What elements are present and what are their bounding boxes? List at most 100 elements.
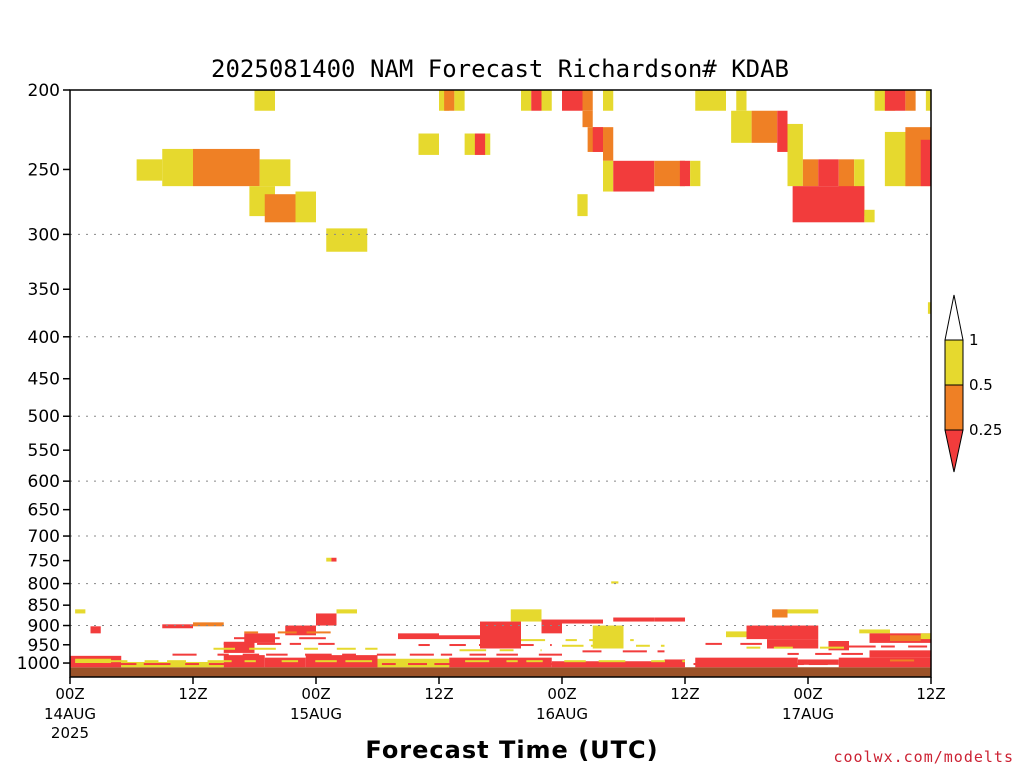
x-tick-date-2: 15AUG <box>290 705 342 723</box>
cell-35 <box>777 110 788 152</box>
cell-11 <box>444 90 455 111</box>
streak-14-0 <box>787 652 799 655</box>
cell-57 <box>121 661 224 668</box>
data-cells <box>70 90 931 677</box>
cell-84 <box>613 617 655 622</box>
cell-68 <box>223 641 255 653</box>
streak-15-1 <box>880 645 895 648</box>
streak-0-7 <box>269 663 281 666</box>
cell-32 <box>736 90 747 111</box>
x-tick-date-4: 16AUG <box>536 705 588 723</box>
cell-53 <box>331 557 337 562</box>
x-tick-label-3: 12Z <box>424 685 453 703</box>
y-tick-label-600: 600 <box>28 472 60 492</box>
streak-0-6 <box>232 663 257 666</box>
streak-3-4 <box>365 647 378 650</box>
x-axis-label: Forecast Time (UTC) <box>365 736 658 764</box>
cell-1 <box>136 159 163 181</box>
streak-3-0 <box>213 647 236 650</box>
streak-10-2 <box>636 644 650 647</box>
streak-9-0 <box>521 639 546 642</box>
streak-15-2 <box>908 645 928 648</box>
streak-12-1 <box>740 642 762 645</box>
cell-94 <box>920 633 931 640</box>
streak-0-10 <box>350 663 377 666</box>
streak-0-0 <box>70 663 82 666</box>
streak-1-16 <box>682 660 685 663</box>
streak-10-3 <box>660 644 665 647</box>
legend-swatch-mid <box>944 384 964 431</box>
cell-30 <box>577 194 588 217</box>
streak-10-1 <box>590 644 618 647</box>
streak-14-1 <box>815 652 832 655</box>
legend-top-arrow <box>944 294 964 341</box>
streak-6-1 <box>277 631 297 634</box>
cell-52 <box>326 557 332 562</box>
streak-13-1 <box>773 646 793 649</box>
cell-23 <box>592 127 603 152</box>
streak-9-1 <box>565 639 577 642</box>
streak-5-2 <box>299 637 326 640</box>
cell-17 <box>541 90 552 111</box>
y-tick-label-350: 350 <box>28 280 60 300</box>
y-tick-label-750: 750 <box>28 552 60 572</box>
streak-8-0 <box>459 649 487 652</box>
streak-1-15 <box>651 660 666 663</box>
cell-46 <box>905 90 916 111</box>
cell-93 <box>890 635 921 642</box>
chart-title: 2025081400 NAM Forecast Richardson# KDAB <box>211 55 789 83</box>
x-tick-year-0: 2025 <box>51 724 89 742</box>
cell-16 <box>531 90 542 111</box>
cell-62 <box>449 657 552 668</box>
cell-56 <box>75 658 111 664</box>
streak-3-3 <box>336 647 356 650</box>
cell-76 <box>75 609 86 614</box>
streak-4-3 <box>318 642 335 645</box>
cell-85 <box>654 617 685 622</box>
streak-2-11 <box>538 653 562 656</box>
streak-1-9 <box>420 660 440 663</box>
streak-0-20 <box>640 663 666 666</box>
y-tick-label-650: 650 <box>28 501 60 521</box>
streak-4-0 <box>223 642 243 645</box>
cell-75 <box>90 626 101 634</box>
cell-20 <box>603 90 614 111</box>
x-tick-label-7: 12Z <box>916 685 945 703</box>
cell-90 <box>787 609 819 614</box>
cell-37 <box>802 159 819 187</box>
legend-bottom-arrow <box>944 429 964 473</box>
cell-28 <box>679 160 691 187</box>
streak-11-1 <box>622 650 647 653</box>
streak-1-5 <box>281 660 299 663</box>
legend-label-0: 1 <box>969 331 979 349</box>
cell-81 <box>541 619 562 634</box>
cell-78 <box>439 635 480 640</box>
cell-3 <box>193 148 260 187</box>
x-tick-label-6: 00Z <box>793 685 822 703</box>
legend-label-2: 0.25 <box>969 421 1002 439</box>
cell-33 <box>731 110 752 143</box>
streak-7-4 <box>550 644 552 647</box>
streak-14-2 <box>841 652 863 655</box>
cell-2 <box>162 148 193 187</box>
x-tick-label-1: 12Z <box>178 685 207 703</box>
cell-43 <box>864 209 875 223</box>
y-tick-label-950: 950 <box>28 636 60 656</box>
streak-0-12 <box>408 663 428 666</box>
streak-0-21 <box>669 663 682 666</box>
cell-7 <box>295 191 316 223</box>
y-tick-label-1000: 1000 <box>17 654 60 674</box>
streak-0-30 <box>923 663 931 666</box>
streak-2-0 <box>172 653 197 656</box>
streak-3-2 <box>304 647 318 650</box>
streak-2-7 <box>409 653 434 656</box>
streak-1-3 <box>207 660 232 663</box>
streak-0-2 <box>114 663 137 666</box>
streak-2-10 <box>496 653 518 656</box>
streak-3-1 <box>249 647 276 650</box>
streak-0-22 <box>693 663 710 666</box>
cell-15 <box>521 90 532 111</box>
x-tick-label-2: 00Z <box>301 685 330 703</box>
streak-0-11 <box>381 663 396 666</box>
